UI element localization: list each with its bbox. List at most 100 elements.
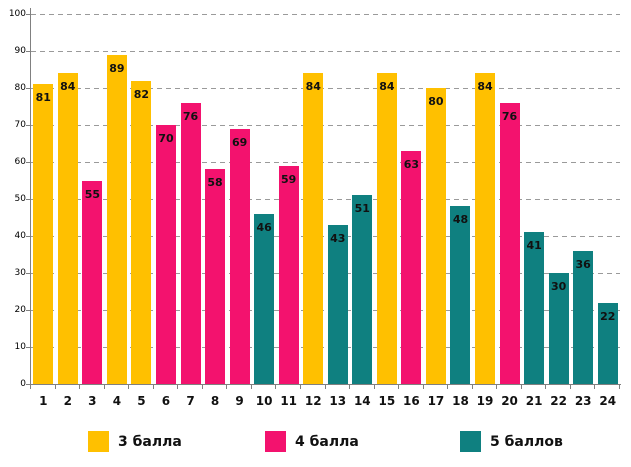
bar-value-label: 58 [207, 176, 223, 190]
y-axis-tick [26, 88, 34, 89]
x-axis-tick [275, 385, 277, 389]
y-axis-tick [26, 236, 34, 237]
bar: 59 [278, 165, 299, 384]
bar-value-label: 41 [526, 239, 542, 253]
bar-value-label: 84 [305, 80, 321, 94]
x-axis-tick [54, 385, 56, 389]
x-axis-tick [177, 385, 179, 389]
bar-value-label: 81 [35, 91, 51, 105]
x-axis-label: 17 [427, 394, 445, 408]
y-axis-label: 20 [14, 305, 26, 315]
y-axis-tick [26, 162, 34, 163]
x-axis-tick [299, 385, 301, 389]
x-axis-tick [569, 385, 571, 389]
x-axis-tick [471, 385, 473, 389]
x-axis-tick [496, 385, 498, 389]
x-axis-labels: 1 2 3 4 5 6 7 8 9 10 11 12 13 14 15 16 17 18 19 20 21 22 23 24 [31, 394, 620, 410]
x-axis-tick [447, 385, 449, 389]
legend-label-3-balla: 3 балла [118, 433, 182, 450]
x-axis-label: 14 [353, 394, 371, 408]
bar: 30 [548, 273, 569, 384]
bar: 82 [131, 80, 152, 384]
y-axis-tick [26, 51, 34, 52]
bar: 46 [254, 213, 275, 384]
x-axis-tick [373, 385, 375, 389]
x-axis-label: 1 [39, 394, 48, 408]
bar: 70 [155, 125, 176, 384]
y-axis-label: 100 [8, 9, 26, 19]
x-axis-label: 2 [63, 394, 72, 408]
legend-item-4-balla: 4 балла [265, 431, 359, 452]
bar-value-label: 69 [231, 135, 248, 149]
x-axis-label: 15 [378, 394, 396, 408]
x-axis-tick [324, 385, 326, 389]
bar-value-label: 43 [330, 231, 346, 245]
y-axis-label: 30 [14, 268, 26, 278]
bar: 84 [303, 73, 324, 384]
x-axis-tick [152, 385, 154, 389]
y-axis-line [30, 8, 31, 385]
bar: 80 [425, 88, 446, 384]
plot-area: 81 84 55 89 82 70 76 58 69 46 59 84 43 51 84 63 80 48 84 76… [31, 14, 620, 384]
gridline [31, 51, 620, 52]
bar-value-label: 84 [60, 80, 76, 94]
x-axis-tick [250, 385, 252, 389]
bar: 41 [524, 232, 545, 384]
bar: 84 [475, 73, 496, 384]
bar-value-label: 51 [354, 202, 370, 216]
bar: 69 [229, 128, 250, 384]
bar-value-label: 84 [379, 80, 395, 94]
x-axis-tick [422, 385, 424, 389]
y-axis-tick [26, 384, 34, 385]
bar-value-label: 80 [428, 95, 444, 108]
bar: 76 [499, 102, 520, 384]
x-axis-label: 11 [280, 394, 298, 408]
y-axis-label: 50 [14, 194, 26, 204]
x-axis-label: 13 [329, 394, 347, 408]
bar-value-label: 30 [550, 280, 567, 293]
x-axis-tick [619, 385, 620, 389]
y-axis-tick [26, 310, 34, 311]
bar-value-label: 76 [182, 109, 199, 123]
y-axis-tick [26, 273, 34, 274]
x-axis-tick [349, 385, 351, 389]
gridline [31, 162, 620, 163]
x-axis-label: 21 [525, 394, 543, 408]
bar-value-label: 82 [133, 87, 150, 101]
legend-label-4-balla: 4 балла [295, 433, 359, 450]
x-axis-label: 24 [599, 394, 617, 408]
bar-value-label: 59 [281, 172, 297, 186]
x-axis-label: 10 [255, 394, 273, 408]
x-axis-line [30, 384, 621, 385]
x-axis-tick [545, 385, 547, 389]
y-axis-tick [26, 199, 34, 200]
x-axis-label: 22 [550, 394, 567, 408]
bar-value-label: 46 [256, 220, 272, 234]
x-axis-label: 23 [574, 394, 592, 408]
x-axis-tick [103, 385, 105, 389]
bar-value-label: 84 [477, 80, 493, 94]
bar: 43 [327, 224, 348, 384]
x-axis-label: 6 [161, 394, 171, 408]
x-axis-tick [594, 385, 596, 389]
x-axis-label: 19 [476, 394, 494, 408]
x-axis-label: 7 [186, 394, 195, 408]
bar: 76 [180, 102, 201, 384]
y-axis-label: 80 [14, 83, 26, 93]
gridline [31, 14, 620, 15]
bar-value-label: 36 [575, 257, 591, 271]
y-axis-label: 70 [14, 120, 26, 130]
x-axis-tick [398, 385, 400, 389]
bar-value-label: 55 [84, 187, 100, 201]
x-axis-label: 12 [304, 394, 322, 408]
y-axis-label: 40 [14, 231, 26, 241]
y-axis-label: 0 [20, 379, 26, 389]
x-axis-label: 18 [452, 394, 469, 408]
x-axis-label: 9 [235, 394, 244, 408]
x-axis-label: 3 [88, 394, 97, 408]
bar: 51 [352, 195, 373, 384]
legend-swatch-4-balla [265, 431, 286, 452]
bar: 84 [57, 73, 78, 384]
x-axis-tick [201, 385, 203, 389]
